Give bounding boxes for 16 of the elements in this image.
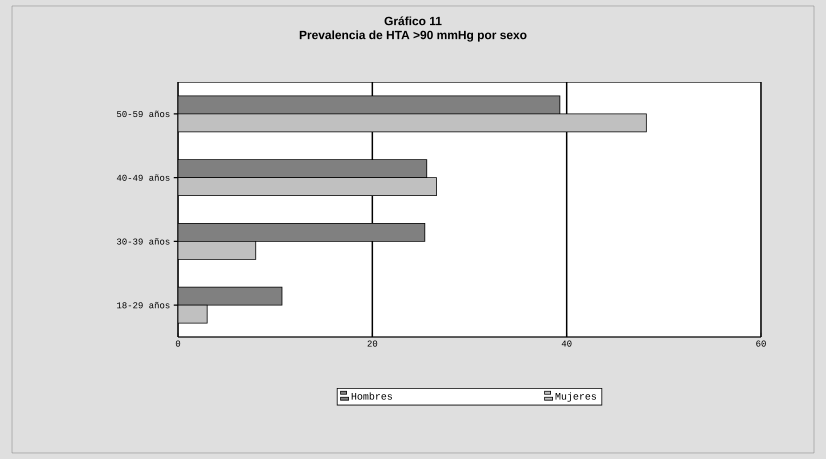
bar — [178, 222, 426, 242]
x-tick-label: 40 — [562, 340, 572, 347]
y-tick-label: 40-49 años — [116, 174, 170, 181]
chart-title: Gráfico 11 — [384, 16, 442, 26]
legend-label: Mujeres — [556, 392, 596, 402]
x-tick-label: 60 — [756, 340, 766, 347]
x-tick-label: 20 — [368, 340, 378, 347]
chart-subtitle: Prevalencia de HTA >90 mmHg por sexo — [300, 30, 527, 42]
y-tick-label: 50-59 años — [116, 110, 170, 118]
bar — [178, 159, 428, 178]
y-tick-label: 30-39 años — [116, 238, 170, 245]
x-tick-label: 0 — [176, 340, 180, 347]
bar — [178, 286, 282, 306]
bar — [178, 95, 560, 114]
legend-label: Hombres — [352, 392, 392, 400]
y-tick-label: 18-29 años — [117, 302, 170, 308]
